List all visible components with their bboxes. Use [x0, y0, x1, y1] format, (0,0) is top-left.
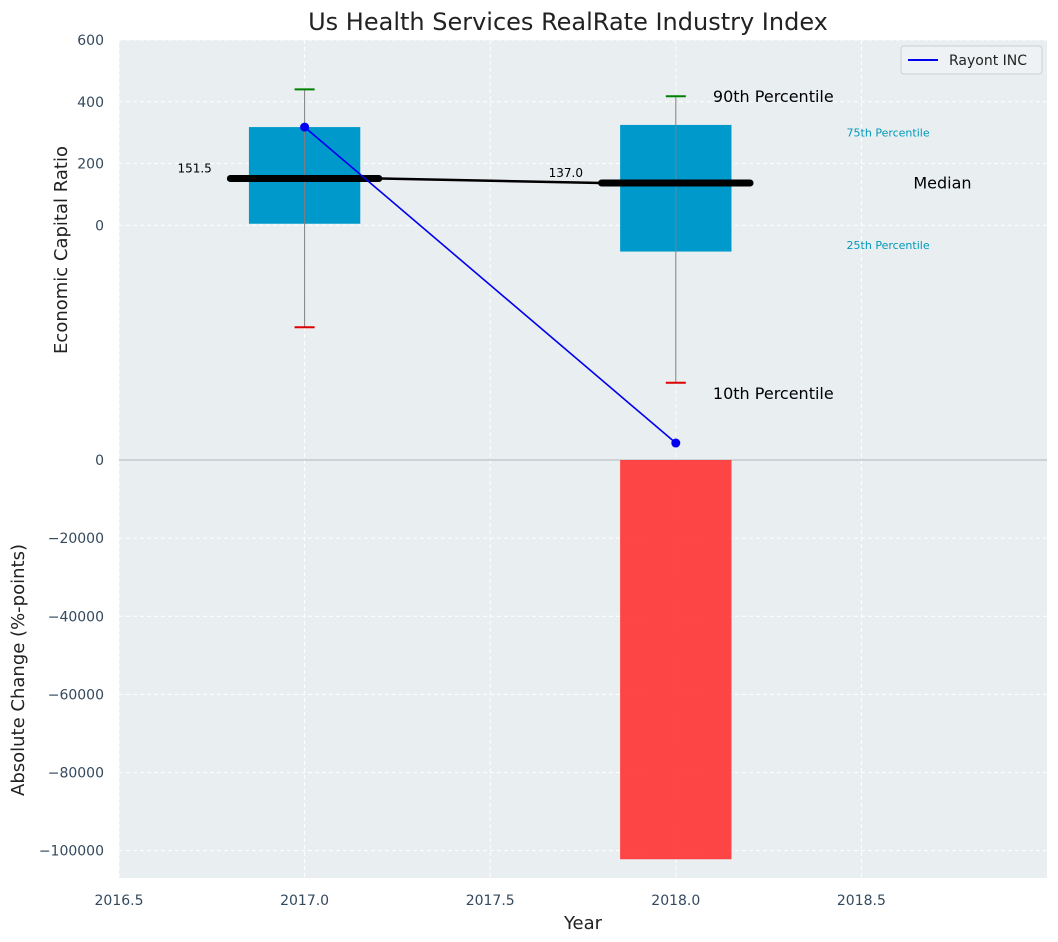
bottom-y-tick-label: −100000	[39, 844, 104, 860]
legend-box	[900, 45, 1043, 75]
series-point	[300, 122, 310, 132]
bottom-y-axis-label: Absolute Change (%-points)	[8, 544, 29, 796]
bottom-y-tick-label: 0	[95, 453, 104, 469]
annotation-75th-percentile: 75th Percentile	[847, 126, 930, 139]
top-plot-area	[119, 40, 1047, 460]
median-value-label: 137.0	[549, 166, 583, 180]
x-tick-label: 2016.5	[95, 893, 144, 909]
bottom-y-tick-label: −40000	[48, 609, 104, 625]
x-axis-label: Year	[563, 913, 603, 934]
annotation-median: Median	[913, 174, 971, 193]
annotation-10th-percentile: 10th Percentile	[713, 384, 834, 403]
x-tick-label: 2018.5	[837, 893, 886, 909]
annotation-90th-percentile: 90th Percentile	[713, 87, 834, 106]
change-bar	[620, 460, 732, 860]
top-y-tick-label: 400	[77, 95, 104, 111]
bottom-plot-area	[119, 460, 1047, 878]
legend: Rayont INC	[900, 45, 1043, 75]
top-y-tick-label: 200	[77, 157, 104, 173]
chart-marks: 151.5 137.0 90th Percentile 75th Percentile…	[177, 87, 972, 860]
x-tick-label: 2017.5	[466, 893, 515, 909]
top-y-axis-label: Economic Capital Ratio	[51, 146, 72, 354]
x-tick-label: 2017.0	[280, 893, 329, 909]
series-line	[304, 126, 677, 444]
grid-lines	[118, 39, 1047, 878]
axis-ticks: 2016.5 2017.0 2017.5 2018.0 2018.5 0 200 400 600…	[39, 33, 886, 909]
annotation-25th-percentile: 25th Percentile	[847, 239, 930, 252]
median-connector-line	[378, 177, 602, 185]
bottom-y-tick-label: −60000	[48, 687, 104, 703]
chart-title: Us Health Services RealRate Industry Ind…	[308, 8, 828, 36]
legend-label: Rayont INC	[949, 53, 1027, 69]
top-y-tick-label: 0	[95, 218, 104, 234]
bottom-y-tick-label: −20000	[48, 531, 104, 547]
series-point	[671, 438, 681, 448]
bottom-y-tick-label: −80000	[48, 766, 104, 782]
x-tick-label: 2018.0	[651, 893, 700, 909]
top-y-tick-label: 600	[77, 33, 104, 49]
median-value-label: 151.5	[177, 162, 211, 176]
